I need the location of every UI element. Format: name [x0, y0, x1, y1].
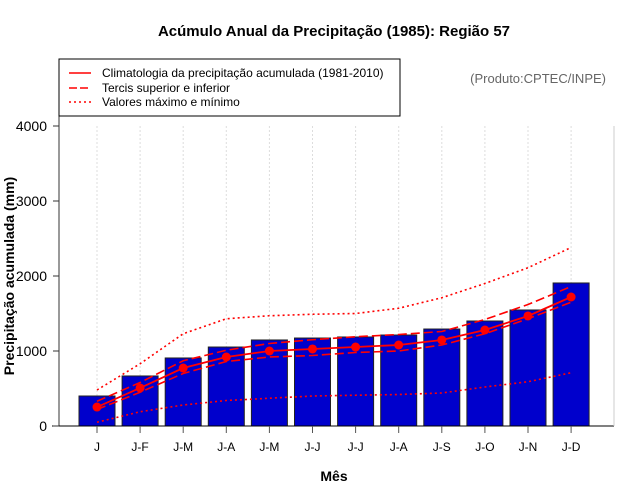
- x-tick-label: J-A: [390, 440, 408, 454]
- legend-box: [58, 58, 401, 117]
- climatology-point: [351, 342, 361, 352]
- x-tick-label: J-A: [217, 440, 235, 454]
- legend-label-terciles: Tercis superior e inferior: [102, 81, 230, 95]
- x-tick-label: J-N: [519, 440, 538, 454]
- climatology-point: [92, 402, 102, 412]
- series-line-dashed-upper: [96, 285, 572, 402]
- x-axis-label: Mês: [320, 468, 347, 484]
- bar-j-n: [509, 309, 547, 427]
- x-tick-label: J-M: [259, 440, 279, 454]
- climatology-point: [480, 325, 490, 335]
- series-line-solid: [96, 296, 572, 408]
- legend-label-extremes: Valores máximo e mínimo: [102, 95, 240, 109]
- x-tick-label: J-J: [348, 440, 364, 454]
- climatology-point: [566, 292, 576, 302]
- climatology-point: [308, 344, 317, 354]
- x-tick-label: J-F: [131, 440, 148, 454]
- x-tick-label: J-O: [475, 440, 494, 454]
- chart-title: Acúmulo Anual da Precipitação (1985): Re…: [158, 23, 510, 40]
- y-axis-label: Precipitação acumulada (mm): [1, 177, 17, 375]
- y-tick-label: 2000: [16, 268, 47, 284]
- climatology-point: [221, 352, 231, 362]
- legend: Climatologia da precipitação acumulada (…: [58, 58, 401, 117]
- bar-j-d: [552, 282, 590, 427]
- y-tick-label: 0: [39, 418, 47, 434]
- y-tick-label: 1000: [16, 343, 47, 359]
- bar-j-a: [380, 334, 418, 427]
- climatology-point: [437, 335, 447, 345]
- climatology-point: [178, 363, 188, 373]
- series-line-dotted-min: [96, 371, 572, 424]
- x-tick-label: J: [94, 440, 100, 454]
- x-tick-label: J-D: [562, 440, 581, 454]
- y-tick-label: 3000: [16, 193, 47, 209]
- series-line-dashed-lower: [96, 301, 572, 411]
- climatology-point: [394, 340, 404, 350]
- y-tick-label: 4000: [16, 118, 47, 134]
- x-tick-label: J-S: [433, 440, 451, 454]
- legend-label-climatology: Climatologia da precipitação acumulada (…: [102, 66, 384, 80]
- x-tick-label: J-M: [173, 440, 193, 454]
- chart-subtitle: (Produto:CPTEC/INPE): [470, 71, 606, 86]
- climatology-point: [135, 383, 145, 393]
- x-tick-label: J-J: [305, 440, 321, 454]
- climatology-point: [264, 346, 274, 356]
- series-line-dotted-max: [96, 246, 572, 391]
- bar-j-o: [466, 320, 504, 427]
